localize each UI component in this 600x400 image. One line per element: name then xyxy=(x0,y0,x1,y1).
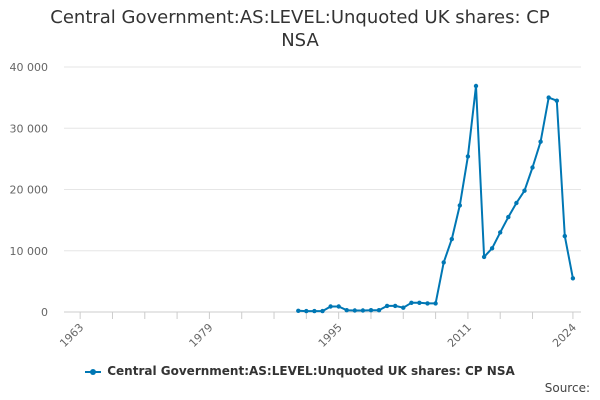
y-tick-label: 0 xyxy=(41,306,48,319)
x-tick-label: 1995 xyxy=(316,321,345,350)
data-point xyxy=(344,308,349,313)
data-point xyxy=(360,308,366,313)
data-point xyxy=(449,236,454,242)
data-point xyxy=(489,246,495,251)
data-point xyxy=(473,83,479,89)
data-point xyxy=(312,308,317,314)
data-point xyxy=(417,300,422,305)
data-point xyxy=(538,139,543,144)
data-point xyxy=(328,304,333,309)
data-point xyxy=(401,305,406,310)
y-tick-label: 10 000 xyxy=(10,245,49,258)
data-point xyxy=(570,276,576,281)
data-point xyxy=(554,98,559,103)
data-point xyxy=(441,260,446,265)
data-point xyxy=(368,308,374,313)
x-tick-label: 2024 xyxy=(550,321,579,350)
y-tick-label: 40 000 xyxy=(10,61,49,74)
data-point xyxy=(376,308,382,313)
series-line xyxy=(298,85,574,313)
data-point xyxy=(514,200,519,206)
data-point xyxy=(562,233,567,239)
chart-title: Central Government:AS:LEVEL:Unquoted UK … xyxy=(50,7,550,51)
data-point xyxy=(433,301,438,306)
source-label: Source: xyxy=(544,381,590,395)
data-point xyxy=(296,308,301,313)
data-point xyxy=(409,300,414,305)
data-point xyxy=(425,301,430,306)
legend-swatch-icon xyxy=(85,367,102,377)
data-point xyxy=(465,154,471,159)
data-point xyxy=(304,308,309,314)
data-point xyxy=(336,304,341,309)
legend-label: Central Government:AS:LEVEL:Unquoted UK … xyxy=(107,364,515,378)
data-point xyxy=(393,303,398,309)
data-point xyxy=(352,308,357,313)
x-tick-label: 1979 xyxy=(187,321,216,350)
data-point xyxy=(320,308,325,314)
y-tick-label: 30 000 xyxy=(10,122,49,135)
data-point xyxy=(457,203,462,208)
x-tick-label: 1963 xyxy=(57,321,86,350)
data-point xyxy=(546,95,551,100)
y-tick-label: 20 000 xyxy=(10,184,49,197)
data-point xyxy=(498,230,503,235)
legend[interactable]: Central Government:AS:LEVEL:Unquoted UK … xyxy=(0,364,600,378)
data-point xyxy=(481,254,487,260)
data-point xyxy=(506,214,511,220)
x-tick-label: 2011 xyxy=(445,321,474,350)
data-point xyxy=(530,165,535,170)
data-point xyxy=(522,188,527,193)
data-point xyxy=(384,303,390,309)
